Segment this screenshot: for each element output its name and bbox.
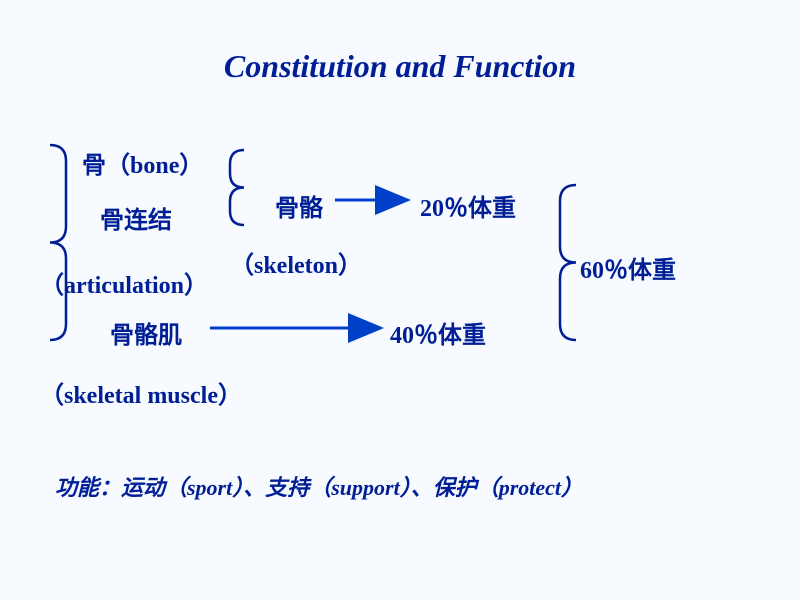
- label-weight-60: 60％体重: [580, 250, 676, 285]
- label-weight-40: 40％体重: [390, 315, 486, 350]
- slide: Constitution and Function 骨（bone） 骨连结 （a…: [0, 0, 800, 600]
- label-articulation-en: （articulation）: [40, 265, 208, 300]
- label-function: 功能：运动（sport）、支持（support）、保护（protect）: [55, 470, 583, 502]
- label-muscle-en: （skeletal muscle）: [40, 375, 242, 410]
- slide-title: Constitution and Function: [0, 48, 800, 85]
- label-articulation-cn: 骨连结: [100, 200, 172, 235]
- diagram-overlay: [0, 0, 800, 600]
- label-weight-20: 20％体重: [420, 188, 516, 223]
- label-skeleton-cn: 骨骼: [275, 188, 323, 223]
- label-muscle-cn: 骨骼肌: [110, 315, 182, 350]
- label-skeleton-en: （skeleton）: [230, 245, 362, 280]
- label-bone: 骨（bone）: [82, 145, 203, 180]
